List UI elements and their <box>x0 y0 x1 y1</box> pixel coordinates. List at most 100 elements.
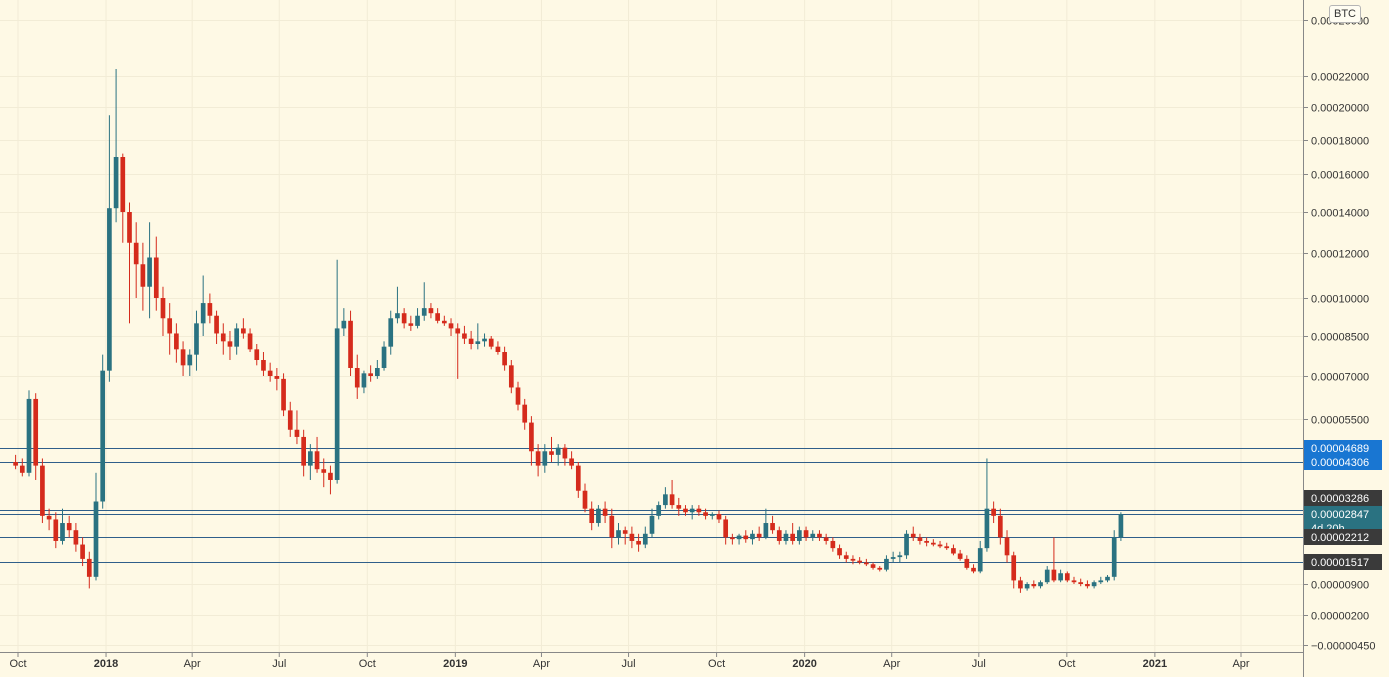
candle[interactable] <box>756 526 762 541</box>
candle[interactable] <box>669 479 675 509</box>
candle[interactable] <box>348 310 353 376</box>
candle[interactable] <box>147 222 152 319</box>
candle[interactable] <box>73 523 79 552</box>
candle[interactable] <box>810 530 816 541</box>
candle[interactable] <box>267 362 273 382</box>
candle[interactable] <box>575 462 581 498</box>
candle[interactable] <box>823 533 829 545</box>
candle[interactable] <box>1004 530 1010 563</box>
candle[interactable] <box>401 308 407 329</box>
candle[interactable] <box>964 555 970 570</box>
candle[interactable] <box>629 526 635 549</box>
candle[interactable] <box>395 286 400 324</box>
candle[interactable] <box>904 530 909 559</box>
price-axis[interactable]: 0.000260000.000220000.000200000.00018000… <box>1303 16 1376 653</box>
candle[interactable] <box>368 365 373 382</box>
candle[interactable] <box>1105 575 1110 583</box>
candle[interactable] <box>174 323 179 363</box>
candle[interactable] <box>167 303 173 355</box>
candle[interactable] <box>361 370 367 394</box>
candle[interactable] <box>884 555 889 572</box>
candle[interactable] <box>997 508 1003 545</box>
candle[interactable] <box>435 308 440 324</box>
candle[interactable] <box>843 551 849 563</box>
candle[interactable] <box>689 505 695 520</box>
candle[interactable] <box>328 465 333 495</box>
candle[interactable] <box>529 416 534 466</box>
candle[interactable] <box>133 222 139 298</box>
candle[interactable] <box>120 153 126 243</box>
candle[interactable] <box>33 393 39 480</box>
candle[interactable] <box>408 315 414 331</box>
candle[interactable] <box>287 401 293 437</box>
candle[interactable] <box>187 349 193 376</box>
candle[interactable] <box>214 310 219 344</box>
candle[interactable] <box>13 454 18 470</box>
candle[interactable] <box>596 505 601 527</box>
candle[interactable] <box>622 526 628 545</box>
candle[interactable] <box>1038 580 1043 589</box>
candle[interactable] <box>1078 578 1084 587</box>
candle[interactable] <box>535 444 541 477</box>
candle[interactable] <box>589 501 595 531</box>
candle[interactable] <box>468 330 474 350</box>
candle[interactable] <box>341 308 347 336</box>
candle[interactable] <box>495 341 501 355</box>
candle[interactable] <box>542 444 548 473</box>
candle[interactable] <box>709 512 715 520</box>
candle[interactable] <box>716 510 722 524</box>
candle[interactable] <box>334 259 340 484</box>
candle[interactable] <box>80 537 85 567</box>
candle[interactable] <box>53 512 59 549</box>
candle[interactable] <box>374 360 380 379</box>
candle[interactable] <box>1024 582 1030 591</box>
candle[interactable] <box>582 483 588 513</box>
candle[interactable] <box>770 515 775 534</box>
candle[interactable] <box>977 540 983 574</box>
candle[interactable] <box>241 318 246 339</box>
candle[interactable] <box>428 303 434 319</box>
candle[interactable] <box>301 429 306 477</box>
candle[interactable] <box>857 557 862 565</box>
candle[interactable] <box>636 533 641 552</box>
candle[interactable] <box>60 508 65 545</box>
candle[interactable] <box>1058 569 1063 583</box>
candle[interactable] <box>683 505 688 516</box>
candle[interactable] <box>1111 530 1117 581</box>
candle[interactable] <box>522 398 528 430</box>
candle[interactable] <box>254 344 260 366</box>
candle[interactable] <box>66 515 72 538</box>
candle[interactable] <box>86 551 92 589</box>
candle[interactable] <box>200 275 206 337</box>
candle[interactable] <box>127 202 132 324</box>
candle[interactable] <box>308 444 313 480</box>
candle[interactable] <box>937 540 943 549</box>
candle[interactable] <box>19 458 25 477</box>
candle[interactable] <box>562 444 568 466</box>
candle[interactable] <box>555 444 561 466</box>
candle[interactable] <box>448 318 454 336</box>
candle[interactable] <box>1071 576 1077 584</box>
candle[interactable] <box>951 544 956 556</box>
candles[interactable] <box>13 69 1124 593</box>
candle[interactable] <box>247 328 253 352</box>
candle[interactable] <box>107 115 112 382</box>
candle[interactable] <box>837 544 842 559</box>
candle[interactable] <box>421 282 427 321</box>
candle[interactable] <box>354 354 360 399</box>
candle[interactable] <box>508 360 514 394</box>
candle[interactable] <box>817 530 822 541</box>
candle[interactable] <box>46 508 52 531</box>
candle[interactable] <box>663 487 668 509</box>
candle[interactable] <box>917 533 923 545</box>
candle[interactable] <box>441 315 447 326</box>
candle[interactable] <box>642 526 648 549</box>
candle[interactable] <box>294 410 300 445</box>
candle[interactable] <box>381 341 387 371</box>
candle[interactable] <box>227 330 233 360</box>
candle[interactable] <box>93 472 99 581</box>
candle[interactable] <box>609 508 615 549</box>
candle[interactable] <box>314 436 320 473</box>
candle[interactable] <box>515 381 521 411</box>
candle[interactable] <box>910 526 916 541</box>
